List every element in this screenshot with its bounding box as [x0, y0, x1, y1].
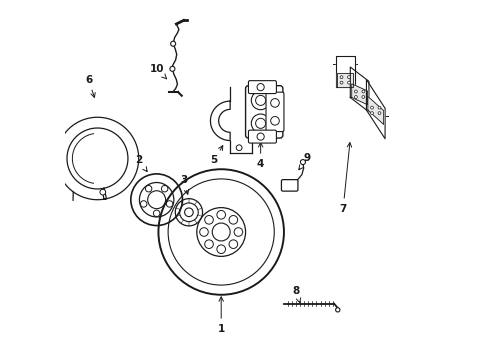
FancyBboxPatch shape — [265, 92, 284, 132]
Circle shape — [361, 90, 364, 93]
Circle shape — [145, 185, 152, 192]
Circle shape — [251, 114, 269, 133]
Circle shape — [251, 91, 269, 110]
Circle shape — [217, 211, 225, 219]
Polygon shape — [349, 67, 368, 112]
Polygon shape — [366, 80, 384, 139]
Circle shape — [340, 76, 342, 78]
Circle shape — [361, 95, 364, 98]
Text: 8: 8 — [292, 286, 300, 303]
Circle shape — [300, 159, 305, 165]
FancyBboxPatch shape — [248, 81, 276, 94]
Text: 7: 7 — [339, 143, 351, 214]
Circle shape — [204, 216, 213, 224]
Circle shape — [354, 95, 357, 98]
Circle shape — [199, 228, 208, 236]
Circle shape — [370, 106, 373, 109]
Circle shape — [153, 210, 160, 217]
Text: 9: 9 — [298, 153, 310, 170]
Text: 10: 10 — [149, 64, 166, 79]
Circle shape — [370, 112, 373, 114]
Polygon shape — [367, 96, 383, 125]
Text: 3: 3 — [180, 175, 188, 194]
Polygon shape — [56, 117, 139, 200]
Circle shape — [236, 145, 242, 150]
FancyBboxPatch shape — [245, 86, 282, 138]
Circle shape — [166, 201, 172, 207]
Circle shape — [257, 84, 264, 91]
Circle shape — [270, 99, 279, 107]
Circle shape — [347, 76, 350, 78]
Circle shape — [161, 185, 167, 192]
Circle shape — [170, 41, 175, 46]
Circle shape — [140, 201, 146, 207]
Circle shape — [255, 95, 265, 105]
Text: 2: 2 — [135, 155, 147, 171]
FancyBboxPatch shape — [281, 180, 297, 191]
Text: 1: 1 — [217, 297, 224, 334]
Polygon shape — [351, 84, 367, 105]
Text: 5: 5 — [210, 146, 223, 165]
Polygon shape — [210, 101, 230, 140]
Circle shape — [335, 308, 339, 312]
Circle shape — [100, 189, 105, 195]
Circle shape — [377, 106, 380, 109]
Circle shape — [270, 117, 279, 125]
Circle shape — [257, 133, 264, 140]
Circle shape — [228, 240, 237, 248]
Circle shape — [354, 90, 357, 93]
Circle shape — [347, 81, 350, 84]
Circle shape — [204, 240, 213, 248]
Circle shape — [340, 81, 342, 84]
Text: 4: 4 — [256, 143, 264, 169]
Circle shape — [228, 216, 237, 224]
Polygon shape — [335, 56, 354, 87]
Circle shape — [234, 228, 242, 236]
Circle shape — [169, 66, 175, 71]
FancyBboxPatch shape — [248, 130, 276, 143]
Text: 6: 6 — [85, 75, 95, 98]
Circle shape — [377, 112, 380, 114]
Circle shape — [255, 118, 265, 129]
Circle shape — [217, 245, 225, 253]
Polygon shape — [337, 73, 352, 87]
